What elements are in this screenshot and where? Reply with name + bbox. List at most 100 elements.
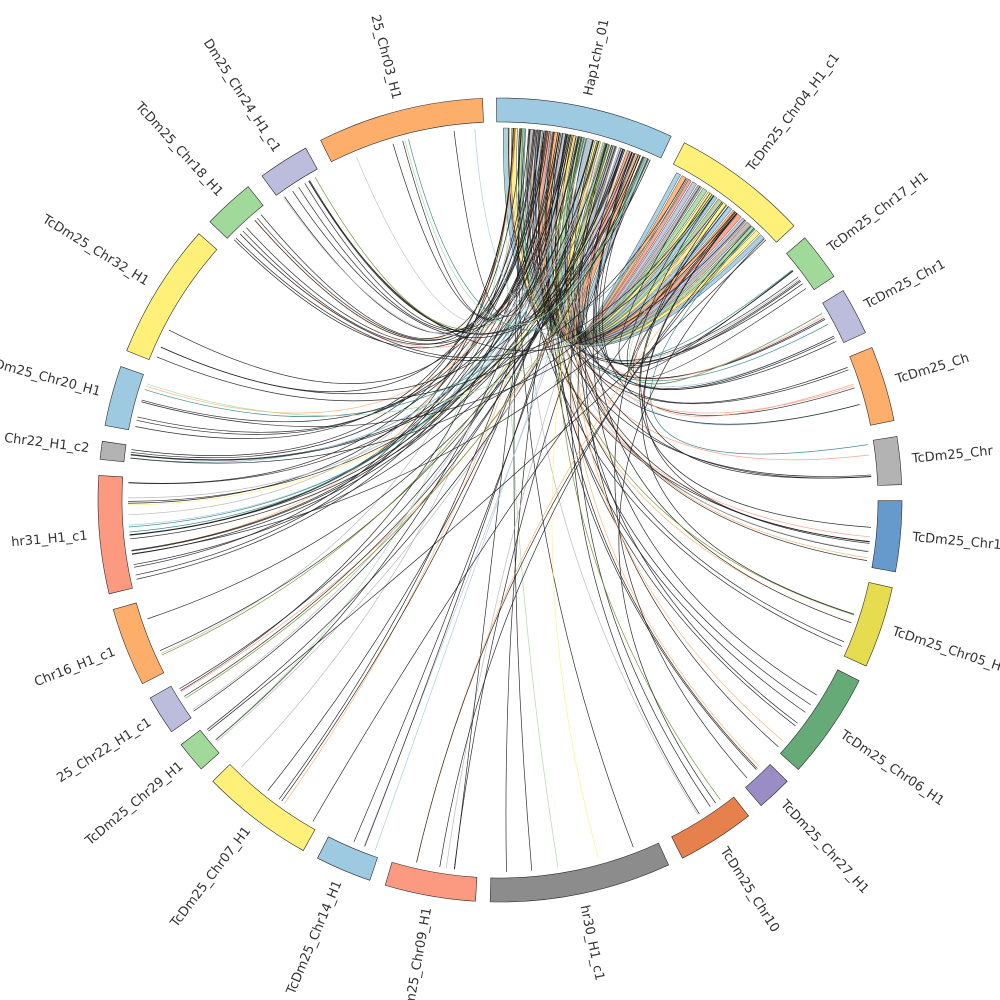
link-line	[130, 154, 639, 461]
link-line	[304, 132, 561, 331]
label-chr19: TcDm25_Chr1	[861, 257, 948, 313]
link-line	[298, 135, 574, 332]
segment-chr32	[126, 233, 218, 361]
link-line	[135, 129, 530, 576]
link-line	[547, 132, 757, 770]
link-line	[278, 134, 572, 800]
link-line	[246, 134, 570, 345]
segment-chr17	[786, 237, 835, 291]
link-line	[242, 130, 547, 345]
link-line	[131, 132, 560, 459]
segment-chr11	[871, 500, 903, 573]
segment-hap1chr01	[496, 97, 672, 159]
link-line	[635, 199, 854, 417]
link-line	[356, 136, 578, 324]
link-line	[374, 147, 620, 851]
label-chr06: TcDm25_Chr06_H1	[837, 727, 947, 809]
link-line	[193, 146, 617, 712]
label-hap1chr01: Hap1chr_01	[581, 18, 612, 97]
link-line	[215, 134, 569, 741]
link-line	[254, 129, 537, 341]
link-line	[160, 128, 526, 654]
label-chr_o1: TcDm25_Ch	[893, 351, 971, 388]
segment-chr_o1	[849, 347, 895, 426]
link-line	[439, 225, 752, 868]
link-line	[555, 134, 758, 769]
segment-chr09	[384, 861, 478, 902]
link-line	[129, 143, 607, 536]
link-line	[160, 151, 631, 395]
link-line	[408, 139, 690, 331]
label-chr09: cDm25_Chr09_H1	[400, 906, 435, 1000]
link-line	[267, 141, 600, 791]
label-chr30: hr30_H1_c1	[577, 904, 607, 982]
link-line	[239, 194, 713, 359]
link-line	[585, 146, 824, 380]
link-line	[136, 130, 547, 435]
link-line	[130, 143, 606, 463]
segment-chr04	[672, 142, 795, 243]
link-line	[129, 132, 559, 536]
link-line	[141, 139, 594, 423]
segment-chr18	[209, 186, 264, 239]
link-line	[650, 228, 868, 455]
link-line	[513, 128, 533, 871]
link-line	[404, 140, 647, 325]
link-line	[618, 186, 794, 369]
link-line	[573, 139, 848, 404]
segment-chr27	[745, 764, 788, 807]
segment-chr16	[112, 602, 165, 685]
link-line	[131, 141, 599, 552]
link-line	[640, 204, 872, 479]
link-line	[183, 148, 622, 697]
link-line	[641, 213, 855, 615]
link-line	[128, 145, 613, 499]
segment-chr29	[180, 729, 220, 770]
label-chr04: TcDm25_Chr04_H1_c1	[743, 51, 843, 176]
synteny-links	[127, 127, 872, 872]
segment-chr07	[212, 764, 316, 851]
label-chr24: Dm25_Chr24_H1_c1	[200, 36, 283, 155]
link-line	[208, 239, 767, 732]
link-line	[128, 150, 628, 506]
segment-chr20	[104, 366, 144, 431]
link-line	[538, 130, 806, 713]
link-line	[128, 130, 545, 504]
link-line	[527, 129, 826, 379]
link-line	[564, 136, 868, 561]
segment-chr14	[317, 836, 378, 881]
link-line	[565, 136, 837, 390]
chromosome-segments	[97, 97, 903, 903]
link-line	[545, 131, 796, 727]
label-chr10: TcDm25_Chr10	[716, 844, 782, 935]
link-line	[131, 212, 738, 555]
link-line	[630, 213, 794, 373]
link-line	[141, 211, 736, 428]
link-line	[235, 201, 723, 361]
label-chr22c1: 25_Chr22_H1_c1	[54, 715, 154, 786]
label-chr18: TcDm25_Chr18_H1	[131, 99, 225, 200]
link-line	[308, 153, 635, 335]
link-line	[639, 202, 872, 528]
link-line	[260, 128, 514, 339]
link-line	[216, 154, 638, 742]
link-line	[312, 206, 729, 822]
link-line	[644, 213, 870, 542]
segment-chr05	[843, 582, 893, 667]
link-line	[146, 194, 714, 417]
segment-chr30	[489, 842, 670, 903]
link-line	[314, 137, 585, 330]
chromosome-labels: Hap1chr_01 TcDm25_Chr04_H1_c1TcDm25_Chr17…	[0, 13, 1000, 1000]
link-line	[159, 148, 624, 652]
label-chr11: TcDm25_Chr11_	[911, 530, 1000, 555]
label-chr20: Dm25_Chr20_H1	[0, 357, 102, 400]
segment-chr22c1	[149, 685, 192, 733]
link-line	[130, 195, 715, 464]
link-line	[566, 139, 760, 767]
segment-chr10	[671, 796, 750, 859]
link-line	[308, 180, 746, 352]
link-line	[181, 159, 651, 692]
link-line	[133, 154, 639, 566]
link-line	[156, 177, 687, 402]
